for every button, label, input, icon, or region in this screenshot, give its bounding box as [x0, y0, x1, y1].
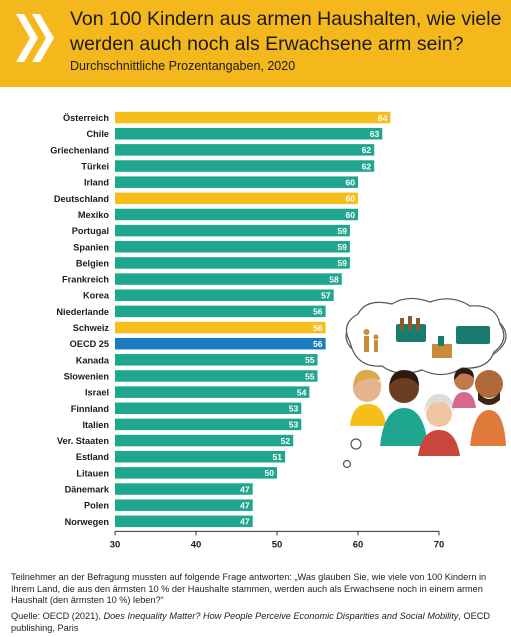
bar: [115, 386, 310, 398]
data-label: 59: [337, 258, 347, 268]
bar: [115, 418, 302, 431]
data-label: 53: [289, 404, 299, 414]
bar: [115, 450, 286, 463]
bar: [115, 515, 253, 528]
category-label: Kanada: [76, 355, 110, 365]
category-label: Korea: [83, 291, 110, 301]
chart-title: Von 100 Kindern aus armen Haushalten, wi…: [70, 8, 502, 55]
category-label: Niederlande: [56, 307, 109, 317]
data-label: 60: [345, 210, 355, 220]
data-label: 63: [370, 129, 380, 139]
data-label: 62: [362, 145, 372, 155]
x-tick-label: 50: [272, 539, 283, 550]
data-label: 60: [345, 194, 355, 204]
data-label: 59: [337, 226, 347, 236]
data-label: 60: [345, 177, 355, 187]
bar: [115, 111, 391, 124]
category-label: Schweiz: [73, 323, 110, 333]
data-label: 59: [337, 242, 347, 252]
bar: [115, 337, 326, 350]
data-label: 47: [240, 517, 250, 527]
bar: [115, 370, 318, 382]
bar: [115, 483, 253, 495]
data-label: 47: [240, 484, 250, 494]
bar: [115, 321, 326, 334]
category-label: Irland: [84, 178, 109, 188]
source-suffix: , OECD publishing, Paris: [11, 611, 490, 633]
category-label: Norwegen: [65, 517, 110, 527]
category-label: Deutschland: [54, 194, 109, 204]
category-label: Chile: [87, 129, 109, 139]
bar: [115, 144, 375, 156]
data-label: 56: [313, 339, 323, 349]
data-label: 57: [321, 291, 331, 301]
category-label: Polen: [84, 501, 109, 511]
category-label: Mexiko: [78, 210, 110, 220]
category-label: Slowenien: [64, 371, 110, 381]
x-tick-label: 60: [353, 539, 364, 550]
data-label: 50: [264, 468, 274, 478]
bar: [115, 499, 253, 511]
bar: [115, 127, 383, 140]
category-label: Israel: [85, 388, 109, 398]
bar: [115, 160, 375, 172]
bar: [115, 434, 294, 447]
category-label: Belgien: [76, 258, 110, 268]
category-label: Türkei: [81, 162, 109, 172]
bar: [115, 176, 358, 188]
bar: [115, 289, 334, 301]
category-label: Dänemark: [65, 485, 110, 495]
data-label: 47: [240, 500, 250, 510]
source-prefix: Quelle: OECD (2021),: [11, 611, 104, 621]
data-label: 58: [329, 274, 339, 284]
x-tick-label: 30: [110, 539, 121, 550]
category-label: Spanien: [73, 242, 109, 252]
bar: [115, 354, 318, 366]
data-label: 56: [313, 323, 323, 333]
bar: [115, 208, 358, 221]
data-label: 52: [281, 436, 291, 446]
category-label: OECD 25: [70, 339, 109, 349]
data-label: 55: [305, 355, 315, 365]
data-label: 54: [297, 387, 307, 397]
x-tick-label: 40: [191, 539, 202, 550]
source-title: Does Inequality Matter? How People Perce…: [103, 611, 459, 621]
header-banner: Von 100 Kindern aus armen Haushalten, wi…: [0, 0, 511, 87]
oecd-logo-icon: [16, 14, 54, 62]
category-label: Italien: [82, 420, 109, 430]
category-label: Frankreich: [62, 275, 109, 285]
data-label: 53: [289, 420, 299, 430]
category-label: Österreich: [63, 113, 109, 123]
bar: [115, 467, 277, 479]
data-label: 55: [305, 371, 315, 381]
category-label: Estland: [76, 452, 109, 462]
category-label: Finnland: [71, 404, 109, 414]
bar: [115, 257, 350, 269]
category-label: Ver. Staaten: [57, 436, 109, 446]
chart-subtitle: Durchschnittliche Prozentangaben, 2020: [70, 59, 296, 73]
bar: [115, 241, 350, 253]
x-tick-label: 70: [434, 539, 445, 550]
bar-chart: Österreich 64 Chile 63 Griechenland 62 Türkei 6…: [50, 111, 445, 550]
bar: [115, 224, 350, 237]
bar: [115, 402, 302, 415]
thought-bubble-people-illustration: [342, 297, 507, 469]
source-note: Quelle: OECD (2021), Does Inequality Mat…: [11, 611, 501, 634]
category-label: Portugal: [72, 226, 109, 236]
bar: [115, 273, 342, 285]
data-label: 51: [273, 452, 283, 462]
data-label: 64: [378, 113, 388, 123]
data-label: 56: [313, 307, 323, 317]
data-label: 62: [362, 161, 372, 171]
footnote: Teilnehmer an der Befragung mussten auf …: [11, 572, 487, 605]
category-label: Litauen: [76, 468, 109, 478]
bar: [115, 192, 358, 205]
category-label: Griechenland: [50, 145, 109, 155]
bar: [115, 305, 326, 318]
